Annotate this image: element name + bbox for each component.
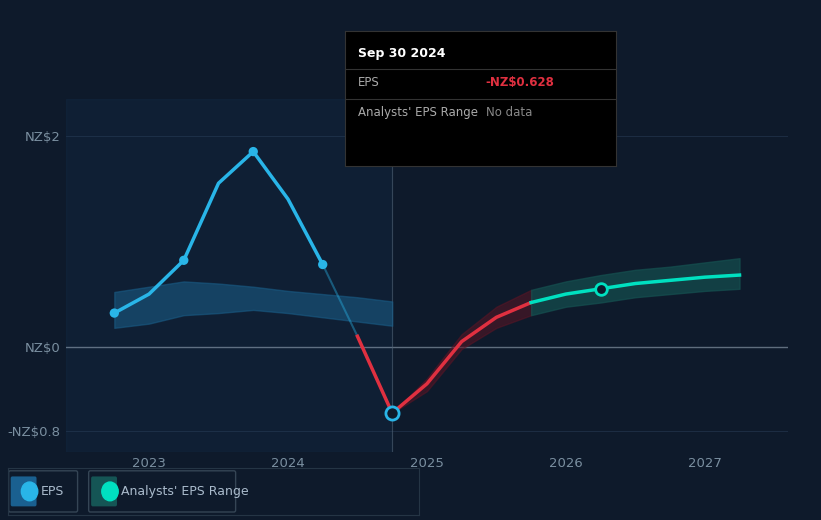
Text: -NZ$0.628: -NZ$0.628 (486, 76, 554, 89)
Text: EPS: EPS (358, 76, 380, 89)
Text: No data: No data (486, 106, 532, 119)
Point (316, 261, 329, 269)
Text: Sep 30 2024: Sep 30 2024 (358, 47, 446, 60)
Point (108, 309, 121, 317)
FancyBboxPatch shape (11, 476, 37, 506)
Text: Analysts' EPS Range: Analysts' EPS Range (122, 485, 249, 498)
Point (594, 284, 608, 293)
Point (386, 409, 399, 417)
FancyBboxPatch shape (8, 471, 78, 512)
Bar (66, 99, 392, 452)
Point (177, 256, 190, 265)
FancyBboxPatch shape (91, 476, 117, 506)
Point (246, 147, 259, 155)
Circle shape (102, 482, 118, 501)
Text: Analysts Forecasts: Analysts Forecasts (401, 110, 517, 123)
Text: EPS: EPS (41, 485, 64, 498)
Text: Actual: Actual (347, 110, 387, 123)
Circle shape (21, 482, 38, 501)
FancyBboxPatch shape (89, 471, 236, 512)
Text: Analysts' EPS Range: Analysts' EPS Range (358, 106, 479, 119)
